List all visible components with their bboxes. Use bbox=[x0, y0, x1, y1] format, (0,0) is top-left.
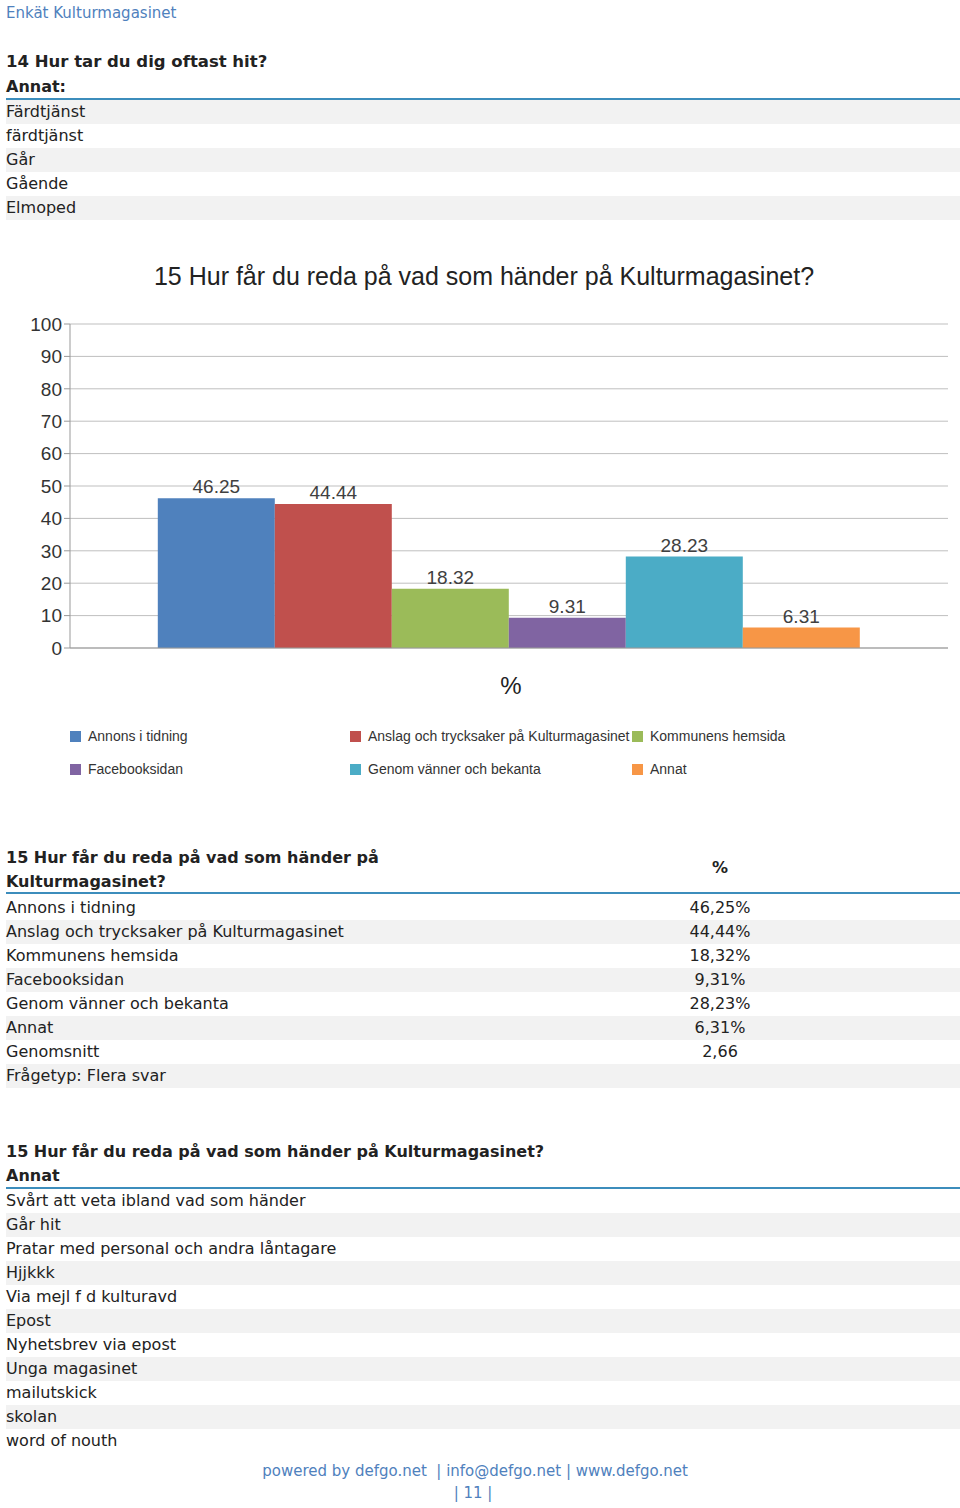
html-text:Frågetyp: Flera svar: Frågetyp: Flera svar bbox=[6, 1066, 166, 1085]
html-text:Hjjkkk: Hjjkkk bbox=[6, 1263, 55, 1282]
html-text:Anslag och trycksaker på Kultu: Anslag och trycksaker på Kulturmagasinet bbox=[6, 922, 344, 941]
html-text:Pratar med personal och andra: Pratar med personal och andra låntagare bbox=[6, 1239, 337, 1258]
svg-text:70: 70 bbox=[41, 411, 62, 432]
svg-text:10: 10 bbox=[41, 605, 62, 626]
html-text:Genomsnitt: Genomsnitt bbox=[6, 1042, 100, 1061]
html-text:18,32%: 18,32% bbox=[689, 946, 751, 965]
svg-text:9.31: 9.31 bbox=[549, 596, 586, 617]
html-text:mailutskick: mailutskick bbox=[6, 1383, 97, 1402]
html-text:Gående: Gående bbox=[6, 174, 69, 193]
svg-text:80: 80 bbox=[41, 379, 62, 400]
html-text:Kommunens hemsida: Kommunens hemsida bbox=[650, 728, 786, 744]
html-text:9,31%: 9,31% bbox=[694, 970, 746, 989]
html-text:28,23%: 28,23% bbox=[689, 994, 751, 1013]
svg-text:60: 60 bbox=[41, 443, 62, 464]
html-text:Annat: Annat bbox=[650, 761, 687, 777]
html-text:Annat: Annat bbox=[6, 1166, 60, 1185]
html-text:Enkät Kulturmagasinet: Enkät Kulturmagasinet bbox=[6, 4, 177, 22]
html-text:Epost: Epost bbox=[6, 1311, 51, 1330]
svg-text:20: 20 bbox=[41, 573, 62, 594]
html-text:46,25%: 46,25% bbox=[689, 898, 751, 917]
svg-text:0: 0 bbox=[51, 638, 62, 659]
html-text:powered by defgo.net | info@de: powered by defgo.net | info@defgo.net | … bbox=[262, 1462, 688, 1480]
html-text:Annat: Annat bbox=[6, 1018, 54, 1037]
html-text:word of nouth: word of nouth bbox=[6, 1431, 118, 1450]
svg-text:28.23: 28.23 bbox=[661, 535, 709, 556]
html-text:Genom vänner och bekanta: Genom vänner och bekanta bbox=[368, 761, 541, 777]
html-text:Nyhetsbrev via epost: Nyhetsbrev via epost bbox=[6, 1335, 176, 1354]
html-text:14 Hur tar du dig oftast hit?: 14 Hur tar du dig oftast hit? bbox=[6, 52, 268, 71]
svg-text:30: 30 bbox=[41, 541, 62, 562]
html-text:Anslag och trycksaker på Kultu: Anslag och trycksaker på Kulturmagasinet bbox=[368, 728, 630, 744]
html-text:Facebooksidan: Facebooksidan bbox=[88, 761, 183, 777]
svg-text:18.32: 18.32 bbox=[427, 567, 475, 588]
svg-text:44.44: 44.44 bbox=[310, 482, 358, 503]
html-text:44,44%: 44,44% bbox=[689, 922, 751, 941]
html-text:Annons i tidning: Annons i tidning bbox=[6, 898, 136, 917]
html-text:Annat:: Annat: bbox=[6, 77, 66, 96]
html-text:färdtjänst: färdtjänst bbox=[6, 126, 84, 145]
html-text:6,31%: 6,31% bbox=[694, 1018, 746, 1037]
html-text:15 Hur får du reda på vad som: 15 Hur får du reda på vad som händer på bbox=[6, 848, 379, 867]
html-text:2,66: 2,66 bbox=[702, 1042, 738, 1061]
svg-text:46.25: 46.25 bbox=[193, 476, 241, 497]
html-text:Går: Går bbox=[6, 150, 35, 169]
html-text:Färdtjänst: Färdtjänst bbox=[6, 102, 86, 121]
html-text:Via mejl f d kulturavd: Via mejl f d kulturavd bbox=[6, 1287, 178, 1306]
html-text:Unga magasinet: Unga magasinet bbox=[6, 1359, 138, 1378]
svg-text:6.31: 6.31 bbox=[783, 606, 820, 627]
html-text:Går hit: Går hit bbox=[6, 1215, 61, 1234]
html-text:Elmoped: Elmoped bbox=[6, 198, 77, 217]
html-text:15 Hur får du reda på vad som: 15 Hur får du reda på vad som händer på … bbox=[153, 262, 815, 290]
html-text:15 Hur får du reda på vad som: 15 Hur får du reda på vad som händer på … bbox=[6, 1142, 545, 1161]
html-text:Kommunens hemsida: Kommunens hemsida bbox=[6, 946, 179, 965]
svg-text:40: 40 bbox=[41, 508, 62, 529]
html-text:| 11 |: | 11 | bbox=[453, 1484, 493, 1502]
html-text:Genom vänner och bekanta: Genom vänner och bekanta bbox=[6, 994, 229, 1013]
svg-text:50: 50 bbox=[41, 476, 62, 497]
svg-text:100: 100 bbox=[30, 314, 62, 335]
html-text:skolan: skolan bbox=[6, 1407, 58, 1426]
html-text:Annons i tidning: Annons i tidning bbox=[88, 728, 188, 744]
html-text:Svårt att veta ibland vad som: Svårt att veta ibland vad som händer bbox=[6, 1191, 306, 1210]
html-text:Facebooksidan: Facebooksidan bbox=[6, 970, 125, 989]
html-text:Kulturmagasinet?: Kulturmagasinet? bbox=[6, 872, 166, 891]
svg-text:90: 90 bbox=[41, 346, 62, 367]
